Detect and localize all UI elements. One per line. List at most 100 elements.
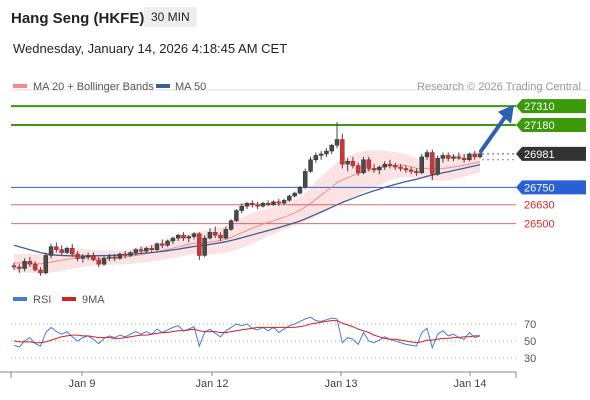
candle[interactable]	[371, 168, 377, 171]
candle[interactable]	[133, 249, 139, 253]
bollinger-band	[14, 150, 480, 274]
candle[interactable]	[218, 234, 223, 239]
candle[interactable]	[318, 153, 324, 156]
candle[interactable]	[207, 232, 213, 239]
candle[interactable]	[361, 159, 366, 174]
candle[interactable]	[54, 246, 59, 250]
candle[interactable]	[276, 201, 282, 204]
candle[interactable]	[223, 229, 229, 239]
candle[interactable]	[355, 165, 361, 174]
candle[interactable]	[191, 233, 197, 237]
candle[interactable]	[228, 220, 234, 230]
candle[interactable]	[440, 155, 446, 159]
candle[interactable]	[181, 234, 186, 239]
candle[interactable]	[329, 145, 334, 152]
candle[interactable]	[424, 152, 430, 158]
candle[interactable]	[197, 233, 202, 256]
candle[interactable]	[202, 237, 207, 256]
candle[interactable]	[48, 246, 54, 256]
candle[interactable]	[144, 247, 149, 252]
candle[interactable]	[281, 200, 287, 204]
candle[interactable]	[112, 256, 117, 259]
candle[interactable]	[160, 243, 165, 246]
candle[interactable]	[350, 160, 356, 166]
candle[interactable]	[85, 255, 91, 258]
candle[interactable]	[260, 203, 266, 207]
candle[interactable]	[467, 153, 472, 161]
forecast-arrow-shaft	[479, 113, 508, 154]
candle[interactable]	[170, 237, 176, 242]
candle[interactable]	[408, 169, 414, 172]
candle[interactable]	[308, 159, 313, 172]
level-tag-26981	[516, 146, 586, 161]
candle[interactable]	[107, 256, 112, 259]
candle[interactable]	[101, 258, 107, 265]
candle[interactable]	[70, 247, 75, 255]
candle[interactable]	[75, 253, 80, 259]
candle[interactable]	[445, 155, 451, 159]
candle[interactable]	[287, 195, 292, 201]
candle[interactable]	[387, 163, 393, 166]
candle[interactable]	[297, 187, 303, 194]
candle[interactable]	[430, 152, 435, 175]
candle[interactable]	[461, 158, 467, 161]
candle[interactable]	[377, 166, 382, 171]
legend-label-9ma[interactable]: 9MA	[82, 294, 105, 306]
timeframe-badge[interactable]: 30 MIN	[144, 7, 197, 27]
candle[interactable]	[234, 210, 239, 221]
candle[interactable]	[96, 259, 101, 265]
candle[interactable]	[17, 266, 22, 269]
candle[interactable]	[11, 265, 17, 268]
candle[interactable]	[27, 261, 33, 265]
candle[interactable]	[186, 236, 191, 239]
candle[interactable]	[398, 166, 403, 169]
candle[interactable]	[128, 252, 133, 256]
candle[interactable]	[271, 201, 276, 205]
candle[interactable]	[292, 192, 297, 197]
level-tag-26750	[516, 180, 586, 195]
candle[interactable]	[43, 255, 49, 274]
candle[interactable]	[265, 203, 271, 205]
candle[interactable]	[382, 163, 387, 168]
candle[interactable]	[117, 253, 123, 259]
candle[interactable]	[154, 243, 160, 250]
candle[interactable]	[345, 160, 350, 165]
candle[interactable]	[38, 269, 43, 274]
candle[interactable]	[451, 156, 456, 159]
candle[interactable]	[435, 158, 440, 175]
candle[interactable]	[393, 165, 398, 168]
candle[interactable]	[64, 247, 70, 253]
candle[interactable]	[59, 249, 64, 253]
legend-label-ma20[interactable]: MA 20 + Bollinger Bands	[33, 81, 154, 93]
legend-label-rsi[interactable]: RSI	[33, 294, 51, 306]
candle[interactable]	[32, 263, 38, 271]
candle[interactable]	[212, 232, 218, 236]
candle[interactable]	[244, 203, 250, 207]
candle[interactable]	[80, 256, 86, 259]
candle[interactable]	[303, 171, 308, 188]
candle[interactable]	[340, 139, 345, 165]
candle[interactable]	[175, 234, 181, 239]
candle[interactable]	[472, 153, 477, 158]
candle[interactable]	[149, 247, 154, 250]
candle[interactable]	[138, 249, 144, 252]
candle[interactable]	[477, 153, 483, 158]
candle[interactable]	[419, 156, 424, 174]
candle[interactable]	[403, 168, 409, 171]
candle[interactable]	[250, 203, 255, 205]
level-label-27310: 27310	[524, 101, 555, 113]
legend-label-ma50[interactable]: MA 50	[175, 81, 206, 93]
candle[interactable]	[334, 139, 340, 146]
candle[interactable]	[366, 159, 372, 169]
candle[interactable]	[255, 204, 260, 207]
candle[interactable]	[122, 253, 128, 256]
timestamp: Wednesday, January 14, 2026 4:18:45 AM C…	[13, 41, 288, 56]
candle[interactable]	[324, 150, 329, 155]
candle[interactable]	[456, 156, 462, 159]
candle[interactable]	[165, 240, 170, 246]
candle[interactable]	[239, 205, 244, 211]
candle[interactable]	[22, 261, 27, 269]
candle[interactable]	[313, 155, 319, 161]
candle[interactable]	[91, 255, 96, 261]
candle[interactable]	[414, 171, 419, 174]
